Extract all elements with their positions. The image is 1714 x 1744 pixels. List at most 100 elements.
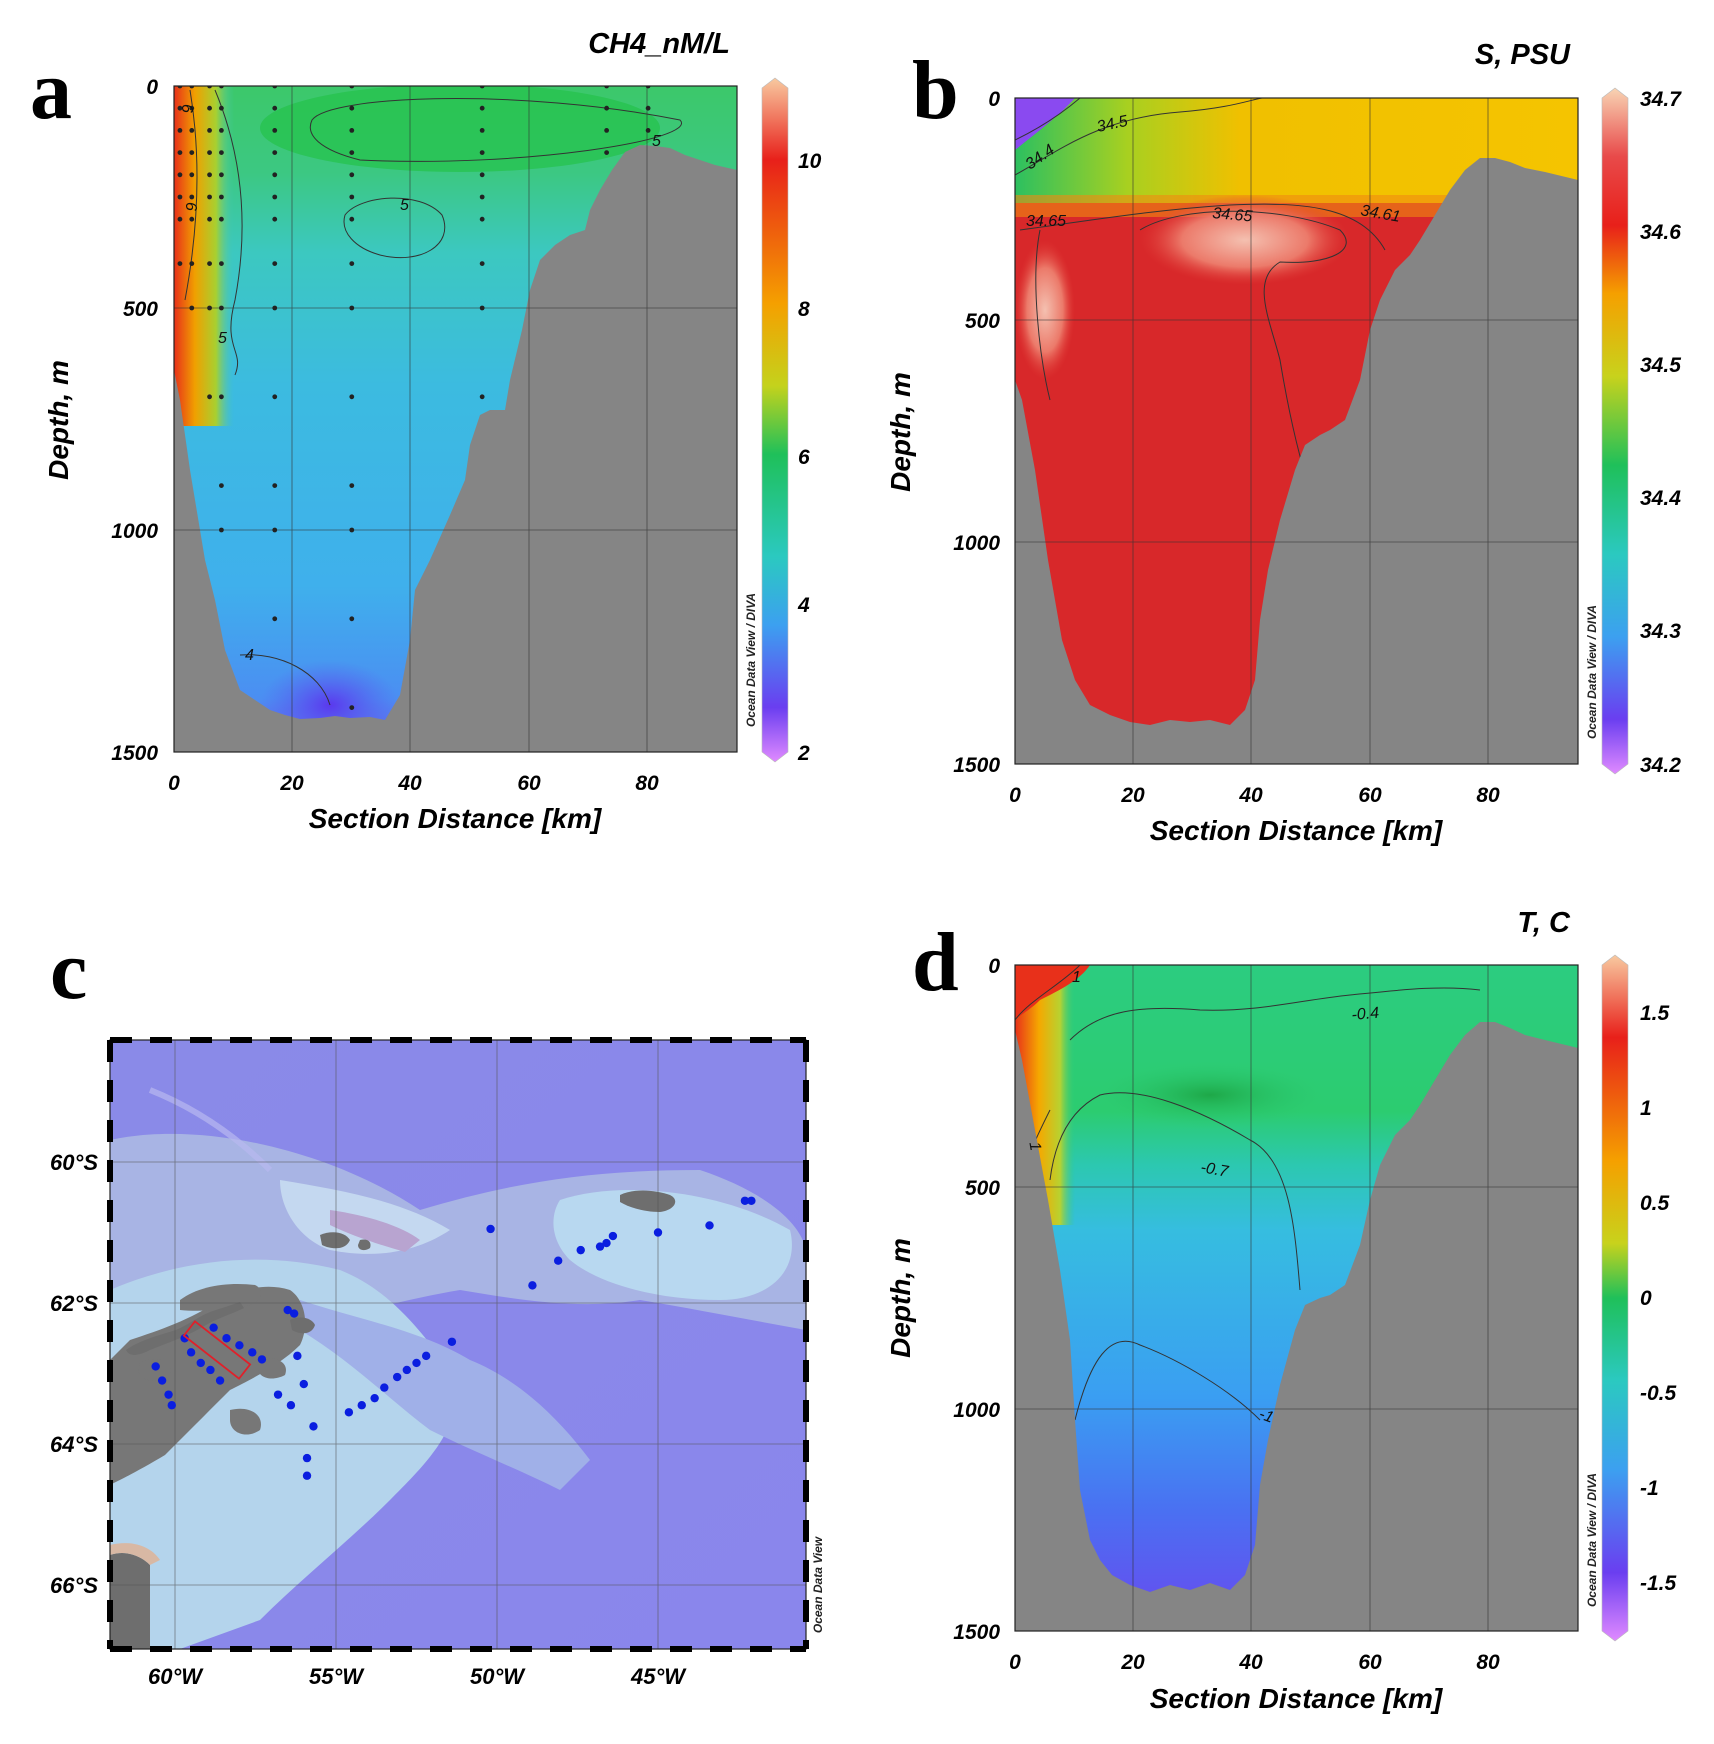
sample-point — [207, 394, 212, 400]
panel-letter-d: d — [912, 916, 959, 1009]
x-tick-label: 60 — [1358, 1651, 1382, 1674]
sample-point — [219, 216, 224, 222]
lon-label: 55°W — [309, 1664, 365, 1689]
panel-d-x-axis-label: Section Distance [km] — [1150, 1683, 1444, 1714]
sample-point — [272, 105, 278, 111]
sample-point — [272, 194, 278, 200]
y-tick-label: 1500 — [111, 742, 158, 765]
colorbar-tick: 34.3 — [1640, 620, 1681, 643]
panel-b-x-ticks: 0 20 40 60 80 — [1009, 784, 1500, 807]
lat-label: 60°S — [50, 1150, 98, 1175]
x-tick-label: 60 — [517, 772, 541, 795]
panel-a-contour-label: 4 — [245, 647, 254, 664]
sample-point — [479, 105, 485, 111]
station-marker — [653, 1228, 663, 1237]
sample-point — [219, 150, 224, 156]
sample-point — [207, 261, 212, 266]
panel-a-contour-label: 6 — [182, 202, 199, 211]
station-marker — [273, 1390, 283, 1399]
panel-d-contour-label: -1 — [1257, 1406, 1276, 1427]
x-tick-label: 60 — [1358, 784, 1382, 807]
sample-point — [219, 305, 224, 311]
sample-point — [189, 216, 195, 222]
station-marker — [747, 1196, 756, 1205]
station-marker — [309, 1422, 318, 1431]
x-tick-label: 40 — [1238, 784, 1263, 807]
colorbar-tick: 34.7 — [1640, 88, 1682, 111]
sample-point — [177, 150, 183, 156]
sample-point — [189, 127, 195, 133]
panel-b-contour-label: 34.65 — [1026, 213, 1066, 230]
colorbar-tick: 4 — [797, 594, 810, 617]
y-tick-label: 0 — [988, 88, 1000, 111]
station-marker — [293, 1351, 302, 1361]
sample-point — [272, 483, 278, 488]
panel-a-colorbar: 10 8 6 4 2 Ocean Data View / DIVA — [744, 77, 822, 765]
colorbar-tick: -1 — [1640, 1477, 1659, 1500]
station-marker — [157, 1376, 167, 1385]
colorbar-tick: 34.4 — [1640, 487, 1681, 510]
lon-label: 60°W — [148, 1664, 204, 1689]
sample-point — [479, 127, 485, 133]
station-marker — [186, 1348, 196, 1357]
panel-d-y-axis-label: Depth, m — [885, 1238, 916, 1358]
sample-point — [272, 172, 278, 178]
panel-d-y-ticks: 0 500 1000 1500 — [953, 955, 1000, 1644]
panel-b-bathymetry — [1015, 158, 1578, 764]
panel-a-title: CH4_nM/L — [588, 28, 730, 60]
sample-point — [479, 305, 485, 311]
station-marker — [151, 1362, 160, 1371]
station-marker — [380, 1383, 389, 1392]
colorbar-tick: 34.5 — [1640, 354, 1681, 377]
sample-point — [272, 216, 278, 222]
panel-c-stations — [151, 1196, 756, 1480]
colorbar-tick: 1.5 — [1640, 1002, 1670, 1025]
station-marker — [196, 1358, 205, 1368]
station-marker — [740, 1196, 750, 1205]
sample-point — [219, 172, 224, 178]
station-marker — [486, 1224, 495, 1234]
sample-point — [189, 305, 195, 311]
map-credit: Ocean Data View — [811, 1536, 825, 1633]
station-marker — [206, 1365, 215, 1375]
sample-point — [604, 105, 610, 111]
sample-point — [272, 127, 278, 133]
sample-point — [219, 261, 224, 266]
sample-point — [349, 394, 355, 400]
sample-point — [177, 127, 183, 133]
y-tick-label: 1500 — [953, 754, 1000, 777]
y-tick-label: 0 — [988, 955, 1000, 978]
panel-b-y-axis-label: Depth, m — [885, 372, 916, 492]
panel-d-contour-label: 1 — [1025, 1140, 1043, 1152]
panel-d-bathymetry — [1015, 1022, 1578, 1631]
colorbar-credit: Ocean Data View / DIVA — [1585, 1473, 1599, 1607]
panel-d-x-ticks: 0 20 40 60 80 — [1009, 1651, 1500, 1674]
x-tick-label: 40 — [397, 772, 422, 795]
sample-point — [479, 216, 485, 222]
station-marker — [602, 1238, 611, 1248]
x-tick-label: 80 — [1476, 1651, 1500, 1674]
south-orkney-islands — [620, 1190, 676, 1212]
sample-point — [349, 105, 355, 111]
station-marker — [302, 1453, 312, 1463]
sample-point — [479, 150, 485, 156]
panel-letter-c: c — [50, 924, 87, 1017]
panel-a-x-ticks: 0 20 40 60 80 — [168, 772, 659, 795]
sample-point — [645, 127, 651, 133]
sample-point — [479, 172, 485, 178]
south-shetland-islands — [126, 1302, 244, 1355]
sample-point — [177, 261, 183, 266]
x-tick-label: 0 — [168, 772, 180, 795]
sample-point — [272, 305, 278, 311]
sample-point — [189, 105, 195, 111]
sample-point — [349, 150, 355, 156]
sample-point — [177, 216, 183, 222]
sample-point — [349, 705, 355, 710]
panel-b-x-axis-label: Section Distance [km] — [1150, 815, 1444, 846]
sample-point — [219, 483, 224, 488]
panel-b-contour-label: 34.5 — [1095, 113, 1129, 136]
sample-point — [604, 150, 610, 156]
sample-point — [349, 305, 355, 311]
station-marker — [344, 1408, 354, 1417]
sample-point — [219, 394, 224, 400]
